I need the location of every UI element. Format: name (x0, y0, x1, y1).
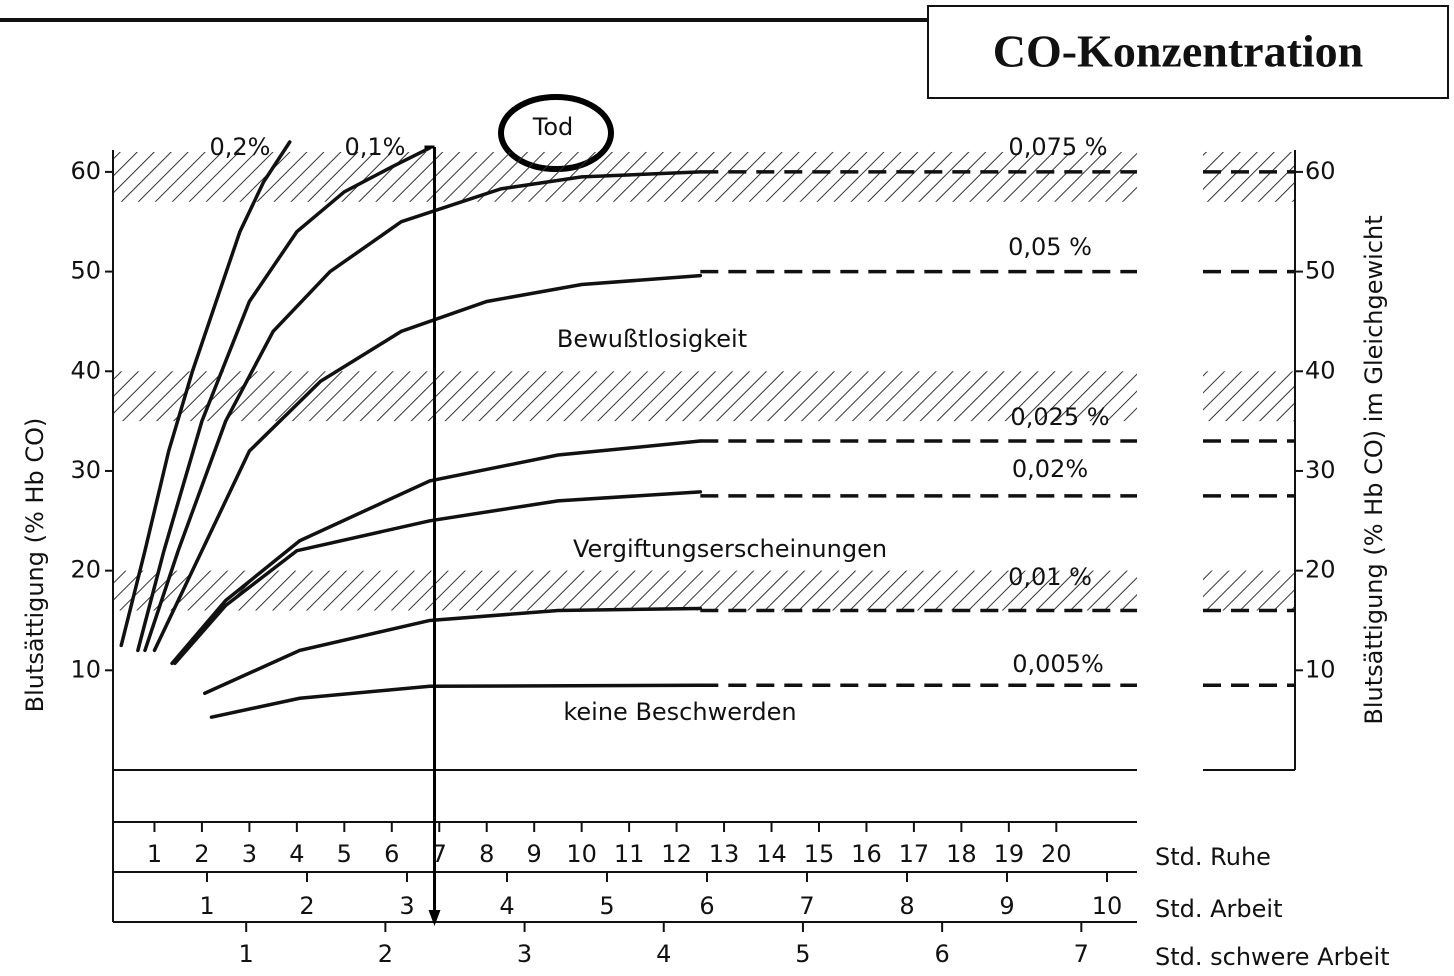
curve (209, 683, 703, 719)
x-tick-label: 7 (799, 892, 814, 920)
y-tick-label: 30 (70, 456, 101, 484)
y2-tick-label: 60 (1305, 157, 1336, 185)
x-axis-label: Std. Arbeit (1155, 895, 1283, 923)
series-label: 0,2% (210, 133, 271, 161)
curve (170, 439, 703, 666)
x-tick-label: 4 (289, 840, 304, 868)
x-tick-label: 19 (994, 840, 1025, 868)
marker-arrowhead (428, 910, 441, 926)
x-tick-label: 6 (384, 840, 399, 868)
x-tick-label: 18 (946, 840, 977, 868)
region-label: Tod (532, 113, 574, 141)
x-tick-label: 9 (527, 840, 542, 868)
y-tick-label: 40 (70, 356, 101, 384)
x-tick-label: 4 (656, 940, 671, 968)
y2-tick-label: 30 (1305, 456, 1336, 484)
y2-tick-label: 20 (1305, 556, 1336, 584)
x-tick-label: 15 (804, 840, 835, 868)
region-label: Bewußtlosigkeit (557, 325, 747, 353)
y2-tick-label: 10 (1305, 655, 1336, 683)
x-tick-label: 10 (566, 840, 597, 868)
y2-tick-label: 40 (1305, 356, 1336, 384)
hatched-band (113, 371, 1137, 422)
curve (203, 606, 703, 695)
y-tick-label: 10 (70, 655, 101, 683)
curve (152, 273, 703, 653)
x-tick-label: 6 (934, 940, 949, 968)
title-box (927, 5, 1449, 99)
x-axis-label: Std. schwere Arbeit (1155, 943, 1390, 971)
x-tick-label: 12 (661, 840, 692, 868)
x-tick-label: 5 (795, 940, 810, 968)
x-tick-label: 8 (899, 892, 914, 920)
x-tick-label: 1 (147, 840, 162, 868)
x-tick-label: 3 (517, 940, 532, 968)
curve (136, 146, 432, 653)
series-label: 0,05 % (1008, 233, 1092, 261)
x-tick-label: 5 (337, 840, 352, 868)
x-tick-label: 3 (242, 840, 257, 868)
hatched-band (1203, 371, 1295, 422)
y-tick-label: 20 (70, 556, 101, 584)
x-tick-label: 2 (299, 892, 314, 920)
y2-tick-label: 50 (1305, 257, 1336, 285)
x-tick-label: 6 (699, 892, 714, 920)
curve (143, 170, 703, 653)
series-label: 0,1% (345, 133, 406, 161)
y-axis-label: Blutsättigung (% Hb CO) (21, 418, 49, 713)
region-label: Vergiftungserscheinungen (573, 535, 887, 563)
x-axis-label: Std. Ruhe (1155, 843, 1271, 871)
x-tick-label: 7 (1074, 940, 1089, 968)
chart-title: CO-Konzentration (993, 26, 1364, 77)
x-tick-label: 4 (499, 892, 514, 920)
hatched-band (1203, 570, 1295, 611)
hatched-band (113, 570, 1137, 611)
x-tick-label: 1 (199, 892, 214, 920)
x-tick-label: 17 (899, 840, 930, 868)
x-tick-label: 10 (1092, 892, 1123, 920)
hatched-band (1203, 151, 1295, 202)
x-tick-label: 1 (239, 940, 254, 968)
series-label: 0,01 % (1008, 563, 1092, 591)
y-tick-label: 50 (70, 257, 101, 285)
x-tick-label: 3 (399, 892, 414, 920)
x-tick-label: 2 (378, 940, 393, 968)
x-tick-label: 13 (709, 840, 740, 868)
hatched-band (113, 151, 1137, 202)
curve (173, 490, 703, 666)
series-label: 0,02% (1012, 455, 1088, 483)
x-tick-label: 5 (599, 892, 614, 920)
x-tick-label: 14 (756, 840, 787, 868)
x-tick-label: 20 (1041, 840, 1072, 868)
x-tick-label: 16 (851, 840, 882, 868)
x-tick-label: 2 (194, 840, 209, 868)
curve (119, 140, 292, 648)
y-tick-label: 60 (70, 157, 101, 185)
x-tick-label: 9 (999, 892, 1014, 920)
x-tick-label: 8 (479, 840, 494, 868)
y2-axis-label: Blutsättigung (% Hb CO) im Gleichgewicht (1360, 215, 1388, 724)
series-label: 0,075 % (1008, 133, 1107, 161)
x-tick-label: 11 (614, 840, 645, 868)
series-label: 0,005% (1012, 650, 1104, 678)
series-label: 0,025 % (1010, 403, 1109, 431)
region-label: keine Beschwerden (563, 698, 796, 726)
